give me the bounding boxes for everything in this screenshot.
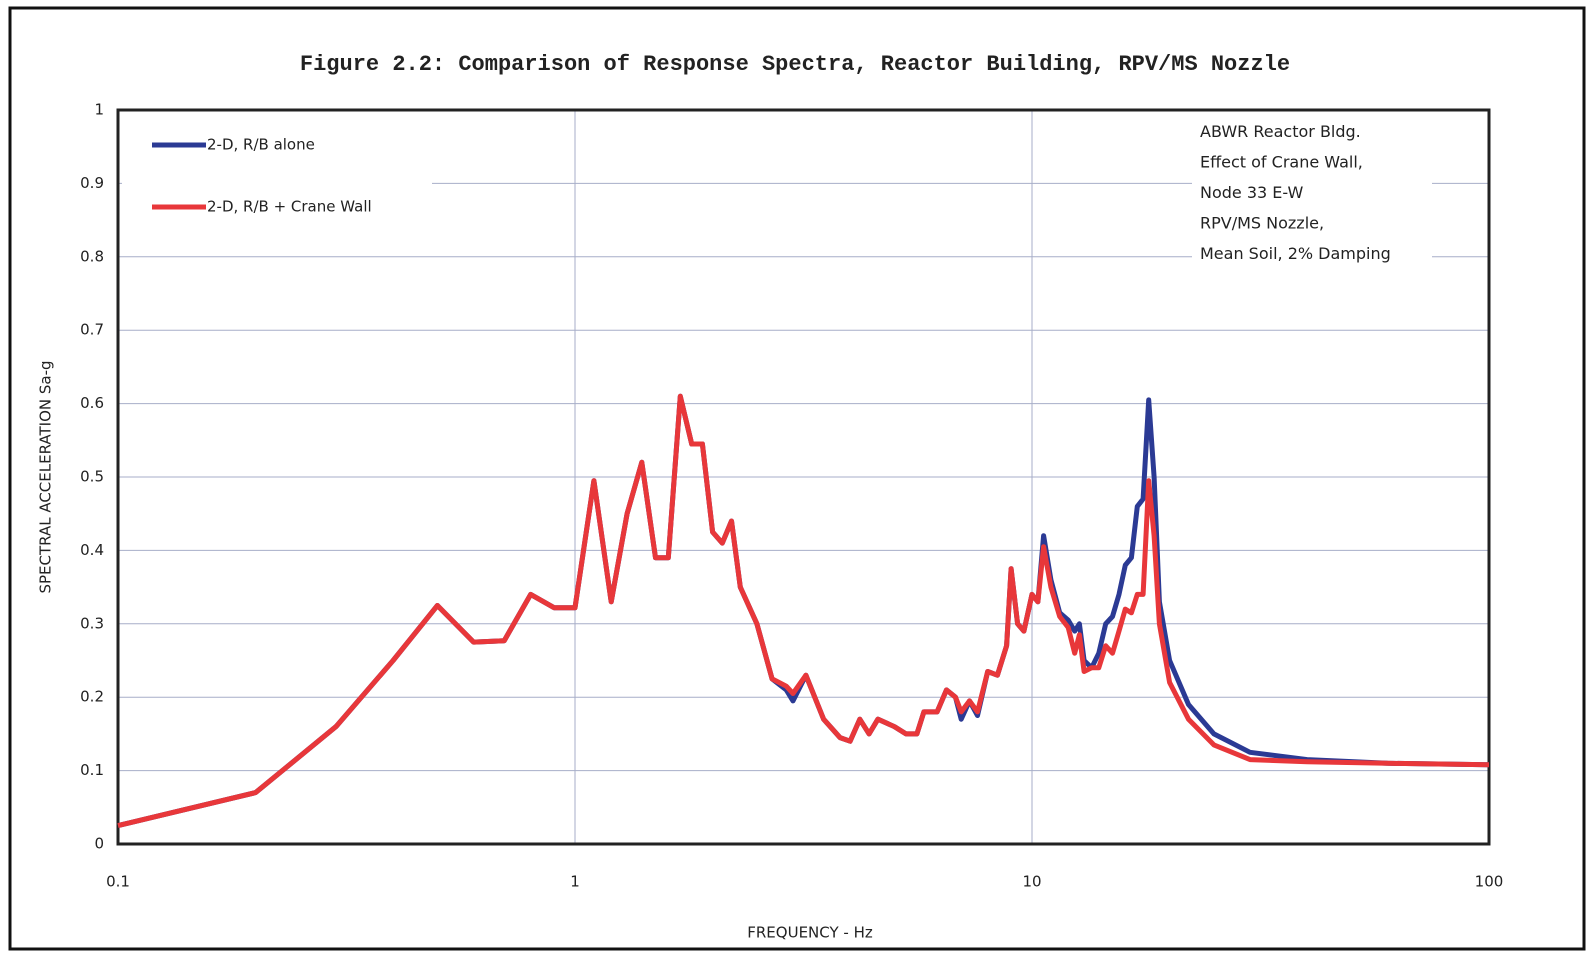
annotation: Mean Soil, 2% Damping xyxy=(1200,244,1391,263)
y-tick-label: 0.6 xyxy=(80,394,104,412)
y-tick-label: 0.1 xyxy=(80,761,104,779)
x-axis-label: FREQUENCY - Hz xyxy=(747,924,873,942)
annotation: RPV/MS Nozzle, xyxy=(1200,214,1324,233)
y-tick-label: 0.8 xyxy=(80,247,104,265)
annotation-box xyxy=(1192,116,1432,276)
legend-label: 2-D, R/B + Crane Wall xyxy=(207,198,372,216)
x-tick-label: 0.1 xyxy=(106,873,130,891)
y-tick-label: 0.9 xyxy=(80,174,104,192)
legend-box xyxy=(122,128,432,246)
annotation: Node 33 E-W xyxy=(1200,183,1304,202)
annotation: Effect of Crane Wall, xyxy=(1200,153,1363,172)
y-tick-label: 0.2 xyxy=(80,688,104,706)
y-axis-label: SPECTRAL ACCELERATION Sa-g xyxy=(37,360,55,593)
y-tick-label: 0.7 xyxy=(80,321,104,339)
y-tick-label: 0.4 xyxy=(80,541,104,559)
y-tick-label: 0 xyxy=(94,835,104,853)
y-tick-label: 0.3 xyxy=(80,614,104,632)
legend-label: 2-D, R/B alone xyxy=(207,136,315,154)
x-tick-label: 100 xyxy=(1475,873,1504,891)
x-tick-label: 10 xyxy=(1022,873,1041,891)
y-tick-label: 0.5 xyxy=(80,468,104,486)
series-line xyxy=(117,393,1490,829)
y-tick-label: 1 xyxy=(94,101,104,119)
x-tick-label: 1 xyxy=(570,873,580,891)
plot-border xyxy=(116,108,1491,846)
annotation: ABWR Reactor Bldg. xyxy=(1200,122,1361,141)
chart-title: Figure 2.2: Comparison of Response Spect… xyxy=(300,52,1290,77)
